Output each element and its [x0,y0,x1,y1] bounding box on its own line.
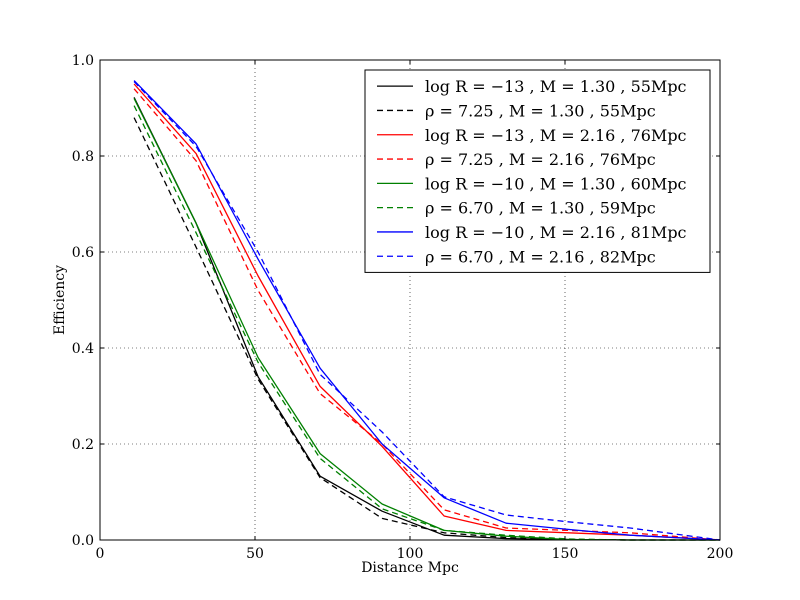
legend-label-7: log R = −10 , M = 2.16 , 81Mpc [425,223,687,242]
legend-label-3: log R = −13 , M = 2.16 , 76Mpc [425,126,687,145]
legend-box [364,69,711,273]
series-lines [133,80,721,541]
y-tick-label: 0.8 [72,149,94,165]
y-axis-label: Efficiency [52,265,68,335]
series-line-8 [133,81,721,541]
series-line-2 [133,117,720,541]
series-line-4 [133,88,721,541]
y-tick-label: 0.2 [72,437,94,453]
x-tick-label: 200 [707,546,734,562]
legend-label-4: ρ = 7.25 , M = 2.16 , 76Mpc [425,150,656,169]
x-tick-label: 0 [96,546,105,562]
y-tick-label: 0.6 [72,245,94,261]
series-line-7 [133,80,721,541]
x-axis-label: Distance Mpc [361,560,459,576]
legend-label-8: ρ = 6.70 , M = 2.16 , 82Mpc [425,247,656,266]
x-tick-label: 50 [246,546,264,562]
axis-ticks: 0 50 100 150 200 0.0 0.2 0.4 0.6 0.8 1.0 [72,53,734,562]
legend: log R = −13 , M = 1.30 , 55Mpc ρ = 7.25 ,… [364,69,711,273]
legend-label-5: log R = −10 , M = 1.30 , 60Mpc [425,174,687,193]
x-tick-label: 150 [552,546,579,562]
y-tick-label: 0.4 [72,341,94,357]
x-tick-label: 100 [397,546,424,562]
series-line-3 [133,83,721,541]
legend-label-1: log R = −13 , M = 1.30 , 55Mpc [425,77,687,96]
legend-label-6: ρ = 6.70 , M = 1.30 , 59Mpc [425,199,656,218]
y-tick-label: 0.0 [72,533,94,549]
y-tick-label: 1.0 [72,53,94,69]
legend-label-2: ρ = 7.25 , M = 1.30 , 55Mpc [425,101,656,120]
